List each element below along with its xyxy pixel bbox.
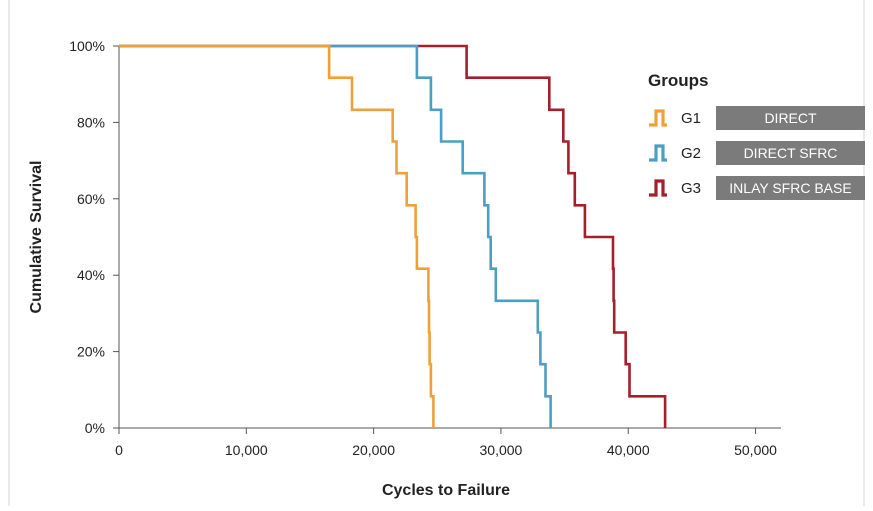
y-tick-label: 20% (77, 344, 105, 360)
legend-step-icon-g1 (649, 109, 667, 127)
legend-description-g3: INLAY SFRC BASE (729, 180, 851, 196)
series-line-g2 (119, 44, 552, 428)
y-tick-label: 60% (77, 191, 105, 207)
series-layer (119, 44, 667, 428)
x-axis-title: Cycles to Failure (382, 482, 510, 499)
y-tick-label: 100% (69, 38, 105, 54)
legend-label-g3: G3 (681, 180, 701, 197)
legend-title: Groups (648, 71, 708, 90)
legend-badge-g1 (716, 106, 865, 130)
series-line-g1 (119, 44, 435, 428)
y-tick-label: 80% (77, 114, 105, 130)
y-axis-title: Cumulative Survival (28, 161, 45, 314)
y-tick-label: 0% (85, 420, 105, 436)
y-tick-label: 40% (77, 267, 105, 283)
x-tick-label: 40,000 (607, 442, 650, 458)
axes-layer: 0 10,000 20,000 30,000 40,000 50,000 0% 20% 40% 6… (69, 38, 781, 458)
x-tick-label: 20,000 (352, 442, 395, 458)
legend-badge-g3 (716, 176, 865, 200)
series-line-g3 (119, 44, 667, 428)
x-tick-label: 10,000 (225, 442, 268, 458)
legend-step-icon-g3 (649, 179, 667, 197)
legend-description-g2: DIRECT SFRC (744, 145, 838, 161)
legend: Groups G1 DIRECT G2 DIRECT SFRC G3 INLAY SFRC… (648, 71, 865, 200)
legend-description-g1: DIRECT (764, 110, 817, 126)
x-tick-label: 30,000 (480, 442, 523, 458)
x-tick-label: 50,000 (734, 442, 777, 458)
legend-label-g2: G2 (681, 145, 701, 162)
legend-badge-g2 (716, 141, 865, 165)
legend-step-icon-g2 (649, 144, 667, 162)
x-tick-label: 0 (115, 442, 123, 458)
legend-label-g1: G1 (681, 110, 701, 127)
